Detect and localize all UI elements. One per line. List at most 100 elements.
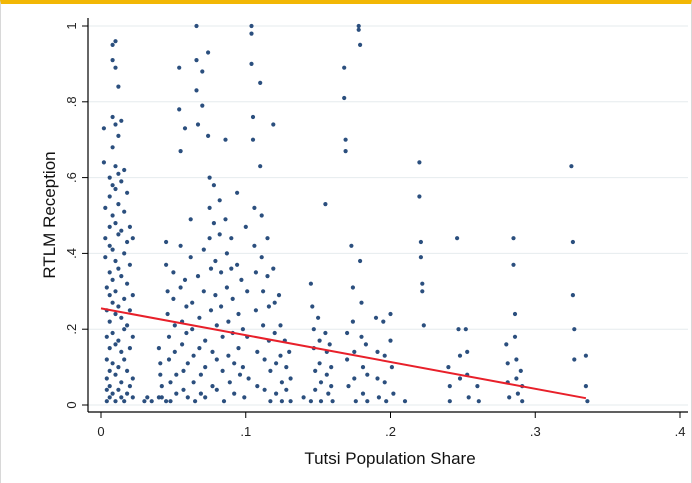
data-point [195, 122, 201, 127]
data-point [329, 384, 334, 389]
data-point [220, 368, 225, 373]
data-point [237, 372, 243, 377]
data-point [240, 365, 245, 370]
data-point [172, 323, 177, 328]
data-point [352, 349, 357, 354]
data-point [125, 391, 130, 396]
data-point [466, 395, 471, 400]
data-point [569, 164, 574, 169]
data-point [504, 342, 509, 347]
data-point [388, 311, 393, 317]
data-point [110, 277, 115, 282]
data-point [358, 42, 363, 48]
data-point [107, 319, 112, 324]
data-point [195, 274, 201, 279]
data-point [226, 353, 231, 358]
data-point [512, 311, 518, 317]
data-point [249, 23, 254, 29]
data-point [116, 133, 121, 138]
data-point [190, 327, 195, 332]
data-point [158, 361, 163, 366]
data-point [113, 311, 118, 317]
data-point [342, 65, 347, 70]
data-point [284, 365, 289, 370]
data-point [310, 304, 315, 309]
data-point [229, 236, 234, 241]
data-point [217, 232, 222, 237]
data-point [214, 323, 219, 328]
data-point [418, 239, 423, 245]
data-point [122, 357, 127, 362]
data-point [570, 239, 576, 245]
data-point [127, 262, 132, 267]
data-point [122, 209, 127, 214]
data-point [258, 80, 263, 85]
data-point [103, 255, 108, 260]
data-point [200, 69, 205, 74]
data-point [352, 376, 357, 381]
data-point [279, 399, 284, 404]
data-point [166, 357, 172, 362]
data-point [346, 384, 351, 389]
data-point [345, 357, 350, 362]
data-point [217, 198, 222, 203]
data-point [149, 399, 154, 404]
data-point [512, 334, 518, 339]
data-point [220, 334, 225, 339]
data-point [272, 330, 277, 336]
data-point [103, 236, 108, 241]
data-point [253, 308, 258, 313]
fit-line [100, 307, 587, 400]
data-point [272, 300, 277, 305]
data-point [182, 126, 188, 131]
data-point [246, 376, 251, 381]
data-point [236, 346, 241, 351]
data-point [110, 42, 115, 48]
data-point [230, 296, 235, 301]
data-point [265, 236, 270, 241]
data-point [465, 349, 470, 354]
data-point [224, 251, 229, 256]
data-point [110, 145, 115, 150]
data-point [181, 368, 186, 373]
data-point [119, 395, 124, 400]
data-point [122, 327, 127, 332]
data-point [107, 194, 112, 199]
data-point [168, 380, 173, 385]
data-point [514, 357, 519, 362]
y-tick-label-4: .8 [64, 96, 79, 107]
data-point [194, 58, 199, 63]
data-point [232, 391, 237, 396]
data-point [181, 387, 186, 392]
data-point [391, 391, 396, 396]
data-point [284, 387, 289, 392]
data-point [456, 327, 461, 332]
data-point [261, 289, 266, 294]
data-point [323, 330, 328, 336]
data-point [258, 164, 263, 169]
data-point [174, 391, 179, 396]
y-axis-title: RTLM Reception [40, 151, 59, 278]
y-tick-label-0: 0 [64, 401, 79, 408]
data-point [330, 399, 335, 404]
data-point [164, 262, 169, 267]
data-point [116, 304, 121, 309]
data-point [250, 137, 256, 142]
data-point [203, 365, 208, 370]
data-point [520, 399, 525, 404]
data-point [223, 217, 228, 222]
data-point [110, 361, 115, 366]
data-point [165, 311, 170, 317]
data-point [360, 365, 366, 370]
data-point [177, 65, 182, 70]
data-point [127, 224, 132, 229]
data-point [388, 338, 393, 343]
data-point [311, 327, 316, 332]
y-tick-label-2: .4 [64, 248, 79, 259]
data-point [125, 368, 130, 373]
data-point [185, 361, 190, 366]
x-tick-label-2: .2 [385, 424, 396, 439]
data-point [210, 349, 215, 354]
data-point [104, 387, 109, 392]
data-point [159, 384, 164, 389]
